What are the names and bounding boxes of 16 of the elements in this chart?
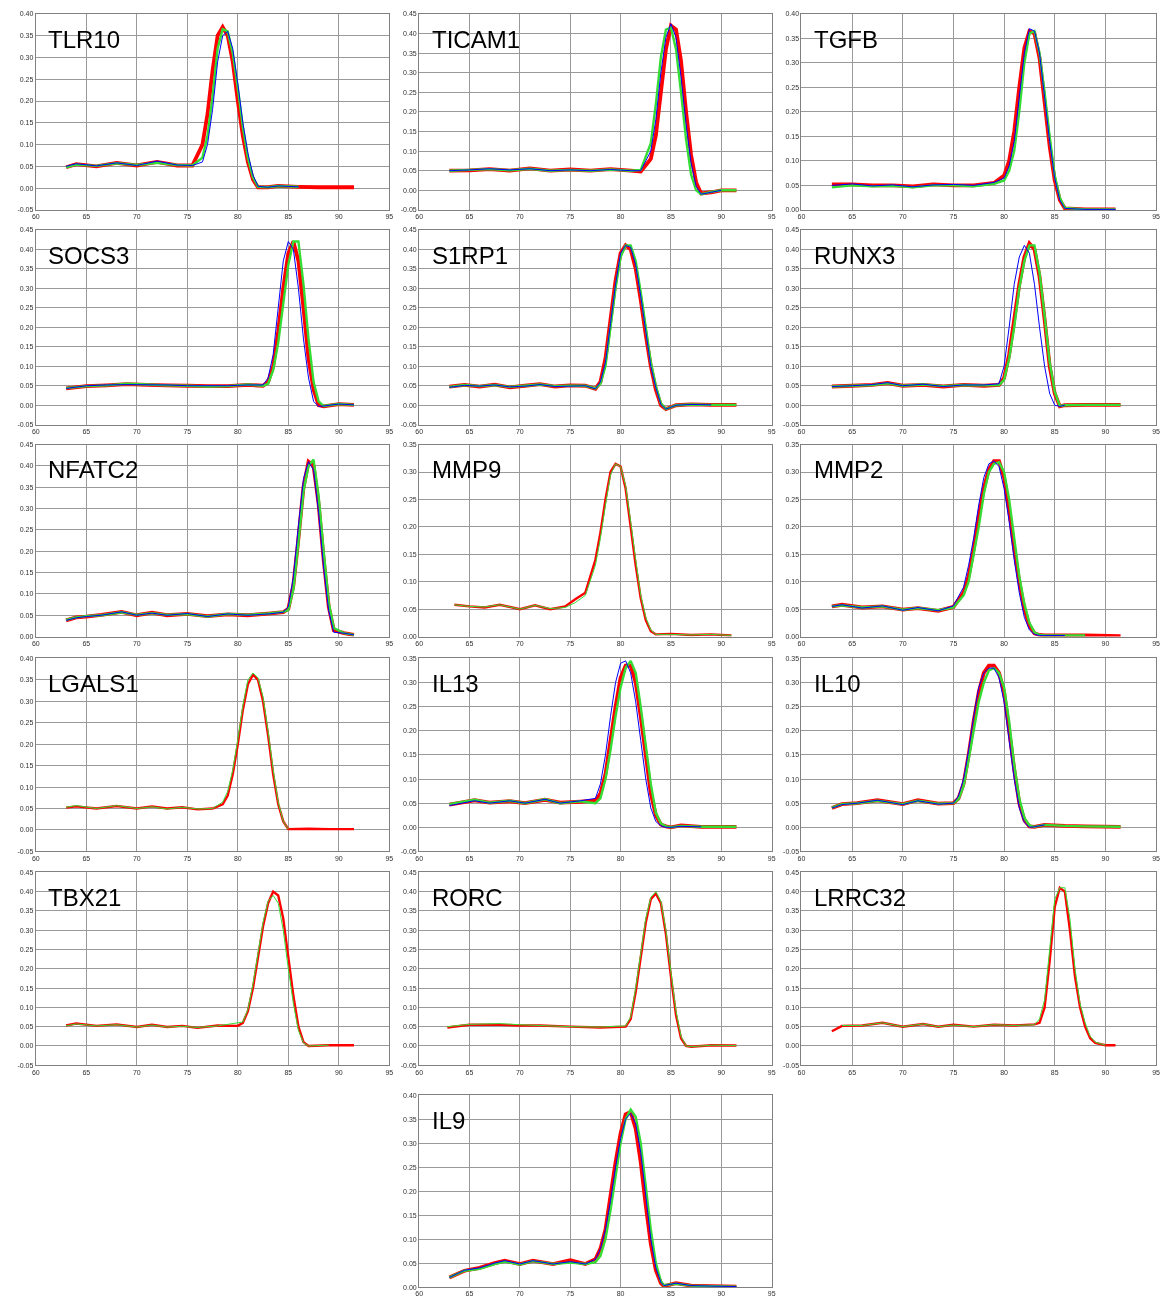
text: TICAM1	[432, 26, 521, 53]
text: IL13	[432, 670, 479, 697]
text: S1RP1	[432, 242, 509, 269]
text: TBX21	[48, 884, 122, 911]
text: RORC	[432, 884, 503, 911]
text: TLR10	[48, 26, 121, 53]
text: IL10	[814, 670, 861, 697]
text: RUNX3	[814, 242, 896, 269]
text: MMP2	[814, 456, 884, 483]
text: TGFB	[814, 26, 878, 53]
text: NFATC2	[48, 456, 139, 483]
text: LGALS1	[48, 670, 139, 697]
text: IL9	[432, 1107, 466, 1134]
text: MMP9	[432, 456, 502, 483]
text: SOCS3	[48, 242, 130, 269]
text: LRRC32	[814, 884, 907, 911]
